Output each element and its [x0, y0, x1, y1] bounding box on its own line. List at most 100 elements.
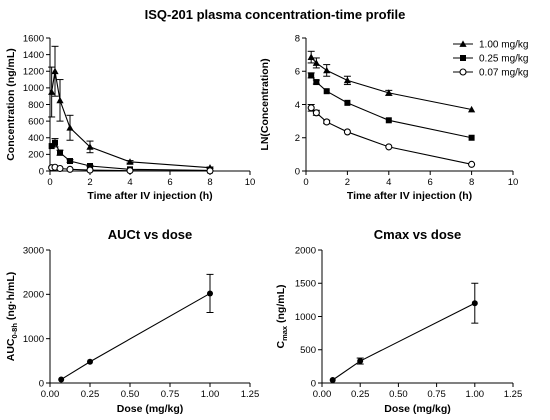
data-point — [86, 143, 94, 150]
y-tick-label: 600 — [28, 116, 44, 127]
data-point — [51, 67, 59, 75]
y-axis-label-subscript: max — [280, 325, 289, 341]
x-tick-label: 1.25 — [504, 389, 523, 400]
x-tick-label: 2 — [345, 177, 350, 188]
series-line — [310, 56, 472, 111]
data-point — [67, 158, 73, 165]
data-point — [86, 166, 94, 174]
data-point — [66, 165, 74, 173]
data-point — [357, 358, 364, 365]
chart-title: AUCt vs dose — [108, 227, 193, 242]
x-tick-label: 0.25 — [351, 389, 370, 400]
x-tick-label: 6 — [428, 177, 433, 188]
data-point — [56, 164, 64, 173]
data-point — [206, 167, 214, 175]
y-tick-label: 200 — [28, 150, 44, 161]
data-point — [58, 376, 65, 383]
y-tick-label: 800 — [28, 100, 44, 111]
x-tick-label: 4 — [127, 177, 132, 188]
series-line — [60, 292, 211, 380]
chart-auct-vs-dose: AUCt vs dose 0.00 0.25 0.50 0.75 1.00 1.25 0 100… — [5, 227, 259, 415]
y-axis-label-main: AUC — [5, 338, 17, 361]
legend-marker — [460, 55, 466, 61]
y-axis-label: AUC0-8h (ng·h/mL) — [5, 272, 19, 362]
y-axis-label: Concentration (ng/mL) — [5, 48, 17, 161]
data-point — [57, 149, 63, 156]
x-tick-label: 0.00 — [41, 389, 60, 400]
y-axis-label-subscript: 0-8h — [10, 323, 19, 339]
data-point — [385, 117, 392, 124]
data-point — [471, 300, 478, 307]
x-tick-label: 1.00 — [466, 389, 485, 400]
x-tick-label: 1.25 — [241, 389, 260, 400]
x-tick-label: 0.50 — [389, 389, 408, 400]
series-square — [307, 72, 475, 141]
legend-label: 0.07 mg/kg — [479, 68, 528, 79]
y-tick-label: 1200 — [23, 67, 44, 78]
data-point — [323, 66, 331, 74]
y-tick-label: 1000 — [23, 83, 44, 94]
x-tick-label: 0 — [47, 177, 52, 188]
data-point — [312, 59, 320, 66]
y-tick-label: 8 — [295, 33, 300, 44]
x-tick-label: 10 — [508, 177, 519, 188]
data-point — [468, 134, 475, 141]
y-axis-label-main: C — [275, 341, 287, 349]
data-point — [312, 109, 320, 117]
y-tick-label: 2000 — [23, 290, 44, 301]
x-tick-label: 0.25 — [81, 389, 100, 400]
data-point — [308, 72, 315, 79]
data-point — [126, 167, 134, 175]
data-point — [307, 104, 315, 112]
y-tick-label: 1400 — [23, 50, 44, 61]
y-tick-label: 1000 — [23, 334, 44, 345]
chart-title: Cmax vs dose — [374, 227, 461, 242]
data-point — [344, 99, 351, 106]
data-point — [385, 89, 393, 96]
data-point — [323, 88, 330, 95]
x-tick-label: 0.75 — [161, 389, 180, 400]
data-point — [385, 143, 393, 151]
series-line — [51, 71, 211, 169]
series-line — [332, 302, 476, 381]
legend-label: 1.00 mg/kg — [479, 40, 528, 51]
x-tick-label: 4 — [386, 177, 391, 188]
chart-cmax-vs-dose: Cmax vs dose 0.00 0.25 0.50 0.75 1.00 1.25 0 500… — [275, 227, 522, 415]
x-axis-label: Time after IV injection (h) — [87, 190, 212, 202]
x-tick-label: 0.00 — [313, 389, 332, 400]
y-axis-label: Cmax (ng/mL) — [275, 284, 289, 348]
series-circle — [307, 104, 476, 168]
data-point — [307, 53, 315, 60]
x-tick-label: 2 — [87, 177, 92, 188]
chart-concentration-time: 0 2 4 6 8 10 0 200 400 600 800 1000 1200 1400 1600 Time… — [5, 33, 255, 202]
data-point — [87, 358, 93, 365]
y-tick-label: 1600 — [23, 33, 44, 44]
x-axis-label: Time after IV injection (h) — [347, 190, 472, 202]
data-point — [323, 118, 331, 126]
figure-title: ISQ-201 plasma concentration-time profil… — [145, 7, 406, 22]
x-tick-label: 10 — [245, 177, 256, 188]
y-tick-label: 1500 — [295, 279, 316, 290]
series-triangle — [48, 45, 214, 171]
series-circle-filled — [329, 282, 479, 384]
x-tick-label: 1.00 — [201, 389, 220, 400]
data-point — [87, 163, 93, 170]
legend-marker — [459, 40, 467, 47]
data-point — [313, 79, 320, 86]
y-tick-label: 0 — [39, 166, 44, 177]
y-tick-label: 0 — [295, 166, 300, 177]
y-tick-label: 2000 — [295, 245, 316, 256]
x-tick-label: 8 — [469, 177, 474, 188]
legend-label: 0.25 mg/kg — [479, 54, 528, 65]
data-point — [468, 160, 476, 168]
y-tick-label: 400 — [28, 133, 44, 144]
x-axis-label: Dose (mg/kg) — [384, 403, 451, 415]
series-line — [310, 75, 472, 139]
x-tick-label: 0 — [303, 177, 308, 188]
y-tick-label: 500 — [300, 345, 316, 356]
data-point — [48, 143, 55, 150]
y-tick-label: 1000 — [295, 312, 316, 323]
data-point — [468, 105, 476, 113]
y-axis-label-unit: (ng/mL) — [275, 284, 287, 325]
x-axis-label: Dose (mg/kg) — [117, 403, 184, 415]
